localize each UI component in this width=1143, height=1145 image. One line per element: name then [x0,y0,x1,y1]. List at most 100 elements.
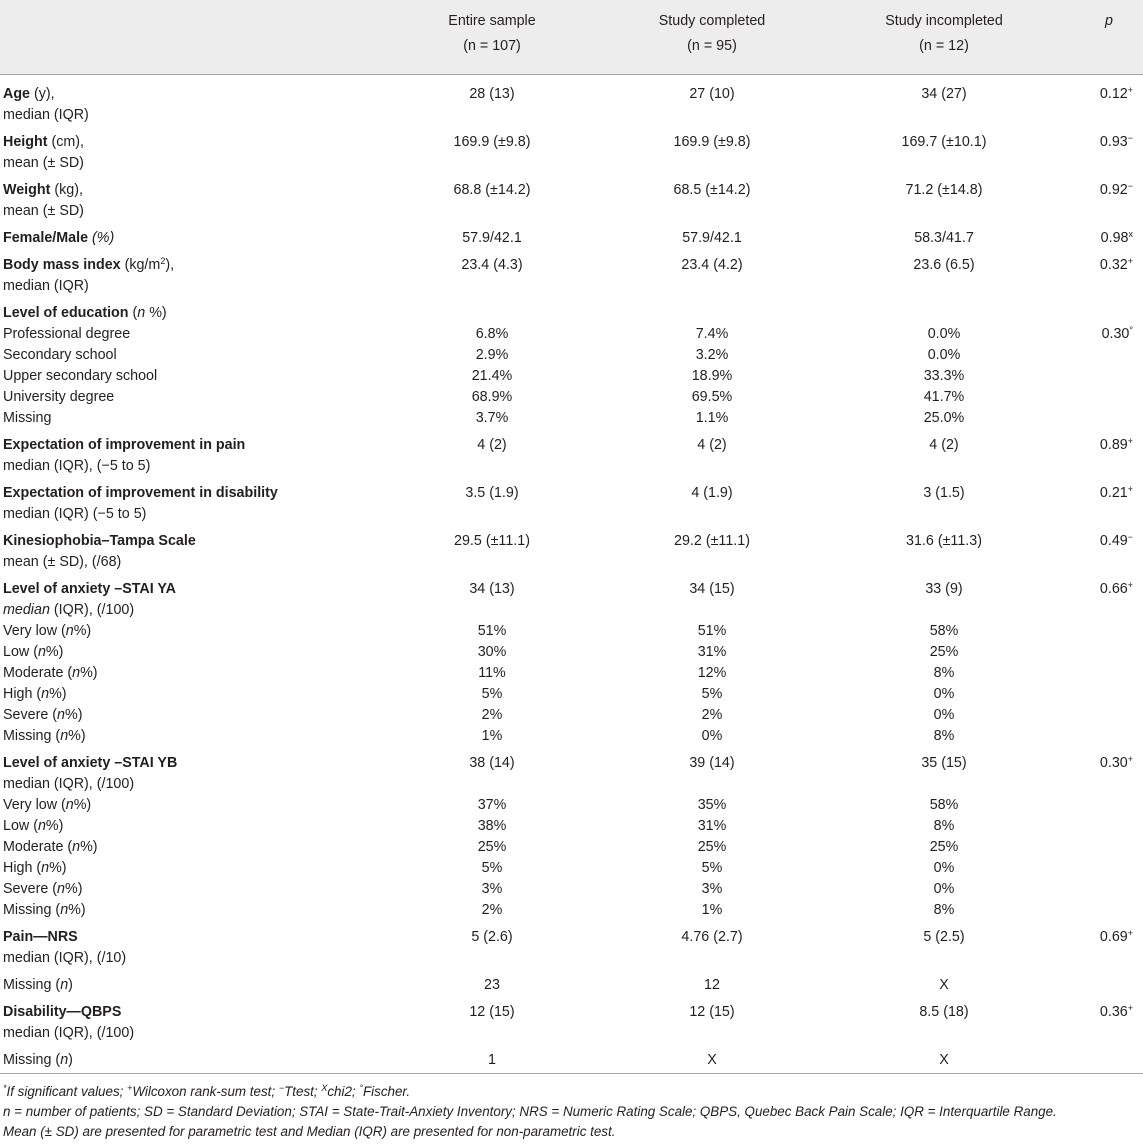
cell-incompleted-exp_pain: 4 (2) [929,436,959,453]
table-row-weight: Weight (kg), mean (± SD) 68.8 (±14.2) 68.5 … [0,174,1143,222]
col-entire-label: Entire sample [448,13,536,29]
cell-p [1066,408,1143,429]
cell-entire: 37% [477,796,507,813]
row-label-stai_yb-item: Very low (n%) [3,796,92,813]
cell-incompleted-stai_yb: 35 (15) [921,754,967,771]
table-row-stai_ya-item: Very low (n%) 51% 51% 58% [0,621,1143,642]
table-row-stai_yb: Level of anxiety –STAI YB median (IQR), (… [0,747,1143,795]
col-completed-label: Study completed [658,13,766,29]
table-row-stai_yb-item: Severe (n%) 3% 3% 0% [0,879,1143,900]
cell-completed: 0% [701,727,723,744]
cell-entire-stai_yb: 38 (14) [469,754,515,771]
cell-entire-pain: 5 (2.6) [471,928,513,945]
cell-incompleted: 0% [933,706,955,723]
cell-entire-height: 169.9 (±9.8) [453,133,531,150]
row-label-bmi: Body mass index (kg/m2), median (IQR) [3,255,175,294]
row-label-dis-missing: Missing (n) [3,1051,73,1068]
footnotes: *If significant values; +Wilcoxon rank-s… [3,1082,1141,1142]
table-row-edu-item: Professional degree 6.8% 7.4% 0.0% 0.30° [0,324,1143,345]
cell-completed: 3% [701,880,723,897]
col-incompleted-label: Study incompleted [885,13,1003,29]
cell-entire: 30% [477,643,507,660]
cell-entire: 3% [481,880,503,897]
cell-entire-bmi: 23.4 (4.3) [461,256,523,273]
table-row-stai_ya: Level of anxiety –STAI YA median (IQR), (… [0,573,1143,621]
cell-incompleted-weight: 71.2 (±14.8) [905,181,983,198]
cell-incompleted: 25.0% [923,409,965,426]
cell-completed: 1% [701,901,723,918]
footnote-1: *If significant values; +Wilcoxon rank-s… [3,1083,411,1100]
cell-p-sex: 0.98x [1100,228,1133,246]
cell-completed: 7.4% [695,325,729,342]
cell-p-bmi: 0.32+ [1099,255,1133,273]
cell-p [1066,642,1143,663]
table-row-stai_yb-item: Low (n%) 38% 31% 8% [0,816,1143,837]
row-label-stai_yb: Level of anxiety –STAI YB median (IQR), (… [3,754,178,792]
col-completed-n: (n = 95) [687,38,737,54]
cell-p-kin: 0.49− [1099,531,1133,549]
cell-incompleted-edu [822,297,1066,324]
table-row-sex: Female/Male (%) 57.9/42.1 57.9/42.1 58.3/41… [0,222,1143,249]
cell-entire-exp_dis: 3.5 (1.9) [465,484,519,501]
cell-p-stai_yb: 0.30+ [1099,753,1133,771]
cell-entire: 2% [481,706,503,723]
table-row-stai_yb-item: Missing (n%) 2% 1% 8% [0,900,1143,921]
cell-completed-height: 169.9 (±9.8) [673,133,751,150]
cell-incompleted-dis: 8.5 (18) [919,1003,969,1020]
row-label-pain: Pain—NRS median (IQR), (/10) [3,928,127,966]
cell-completed-edu [602,297,822,324]
table-row-age: Age (y), median (IQR) 28 (13) 27 (10) 34 (27… [0,74,1143,126]
table-row-stai_ya-item: Missing (n%) 1% 0% 8% [0,726,1143,747]
table-row-height: Height (cm), mean (± SD) 169.9 (±9.8) 169.9… [0,126,1143,174]
table-row-edu: Level of education (n %) [0,297,1143,324]
cell-completed-sex: 57.9/42.1 [682,229,742,246]
cell-incompleted-sex: 58.3/41.7 [914,229,974,246]
row-label-stai_ya-item: Low (n%) [3,643,64,660]
cell-p-edu [1066,297,1143,324]
cell-incompleted: 58% [929,622,959,639]
cell-incompleted: 8% [933,901,955,918]
row-label-exp_pain: Expectation of improvement in pain median… [3,436,246,474]
footer-rule [0,1073,1143,1074]
header-label-cell [0,0,382,74]
cell-completed: 31% [697,817,727,834]
cell-completed: 12% [697,664,727,681]
col-entire-n: (n = 107) [463,38,521,54]
table-row-pain-missing: Missing (n) 23 12 X [0,969,1143,996]
cell-entire-edu [382,297,602,324]
cell-entire: 6.8% [475,325,509,342]
cell-p [1066,969,1143,996]
cell-completed-kin: 29.2 (±11.1) [674,532,750,549]
cell-completed: 18.9% [691,367,733,384]
table-row-stai_ya-item: Moderate (n%) 11% 12% 8% [0,663,1143,684]
row-label-sex: Female/Male (%) [3,229,115,246]
cell-p-dis: 0.36+ [1099,1002,1133,1020]
row-label-height: Height (cm), mean (± SD) [3,133,85,171]
cell-p-height: 0.93− [1099,132,1133,150]
table-row-dis: Disability—QBPS median (IQR), (/100) 12 (1… [0,996,1143,1044]
table-row-edu-item: University degree 68.9% 69.5% 41.7% [0,387,1143,408]
cell-completed: 12 [704,976,720,993]
table-row-stai_ya-item: Severe (n%) 2% 2% 0% [0,705,1143,726]
cell-entire: 5% [481,859,503,876]
cell-completed-stai_yb: 39 (14) [689,754,735,771]
header-study-completed: Study completed (n = 95) [602,0,822,74]
cell-incompleted-exp_dis: 3 (1.5) [923,484,965,501]
cell-entire: 25% [477,838,507,855]
cell-completed: 3.2% [695,346,729,363]
cell-incompleted-bmi: 23.6 (6.5) [913,256,975,273]
cell-completed: 31% [697,643,727,660]
row-label-edu-item: Secondary school [3,346,117,363]
cell-incompleted: 33.3% [923,367,965,384]
cell-entire: 1 [488,1051,496,1068]
cell-completed-dis: 12 (15) [689,1003,735,1020]
cell-completed: 25% [697,838,727,855]
row-label-edu: Level of education (n %) [3,304,167,321]
cell-incompleted: X [939,976,949,993]
col-p-label: p [1105,13,1113,29]
table-row-stai_yb-item: High (n%) 5% 5% 0% [0,858,1143,879]
cell-entire-sex: 57.9/42.1 [462,229,522,246]
row-label-edu-item: University degree [3,388,115,405]
cell-incompleted: 0% [933,685,955,702]
